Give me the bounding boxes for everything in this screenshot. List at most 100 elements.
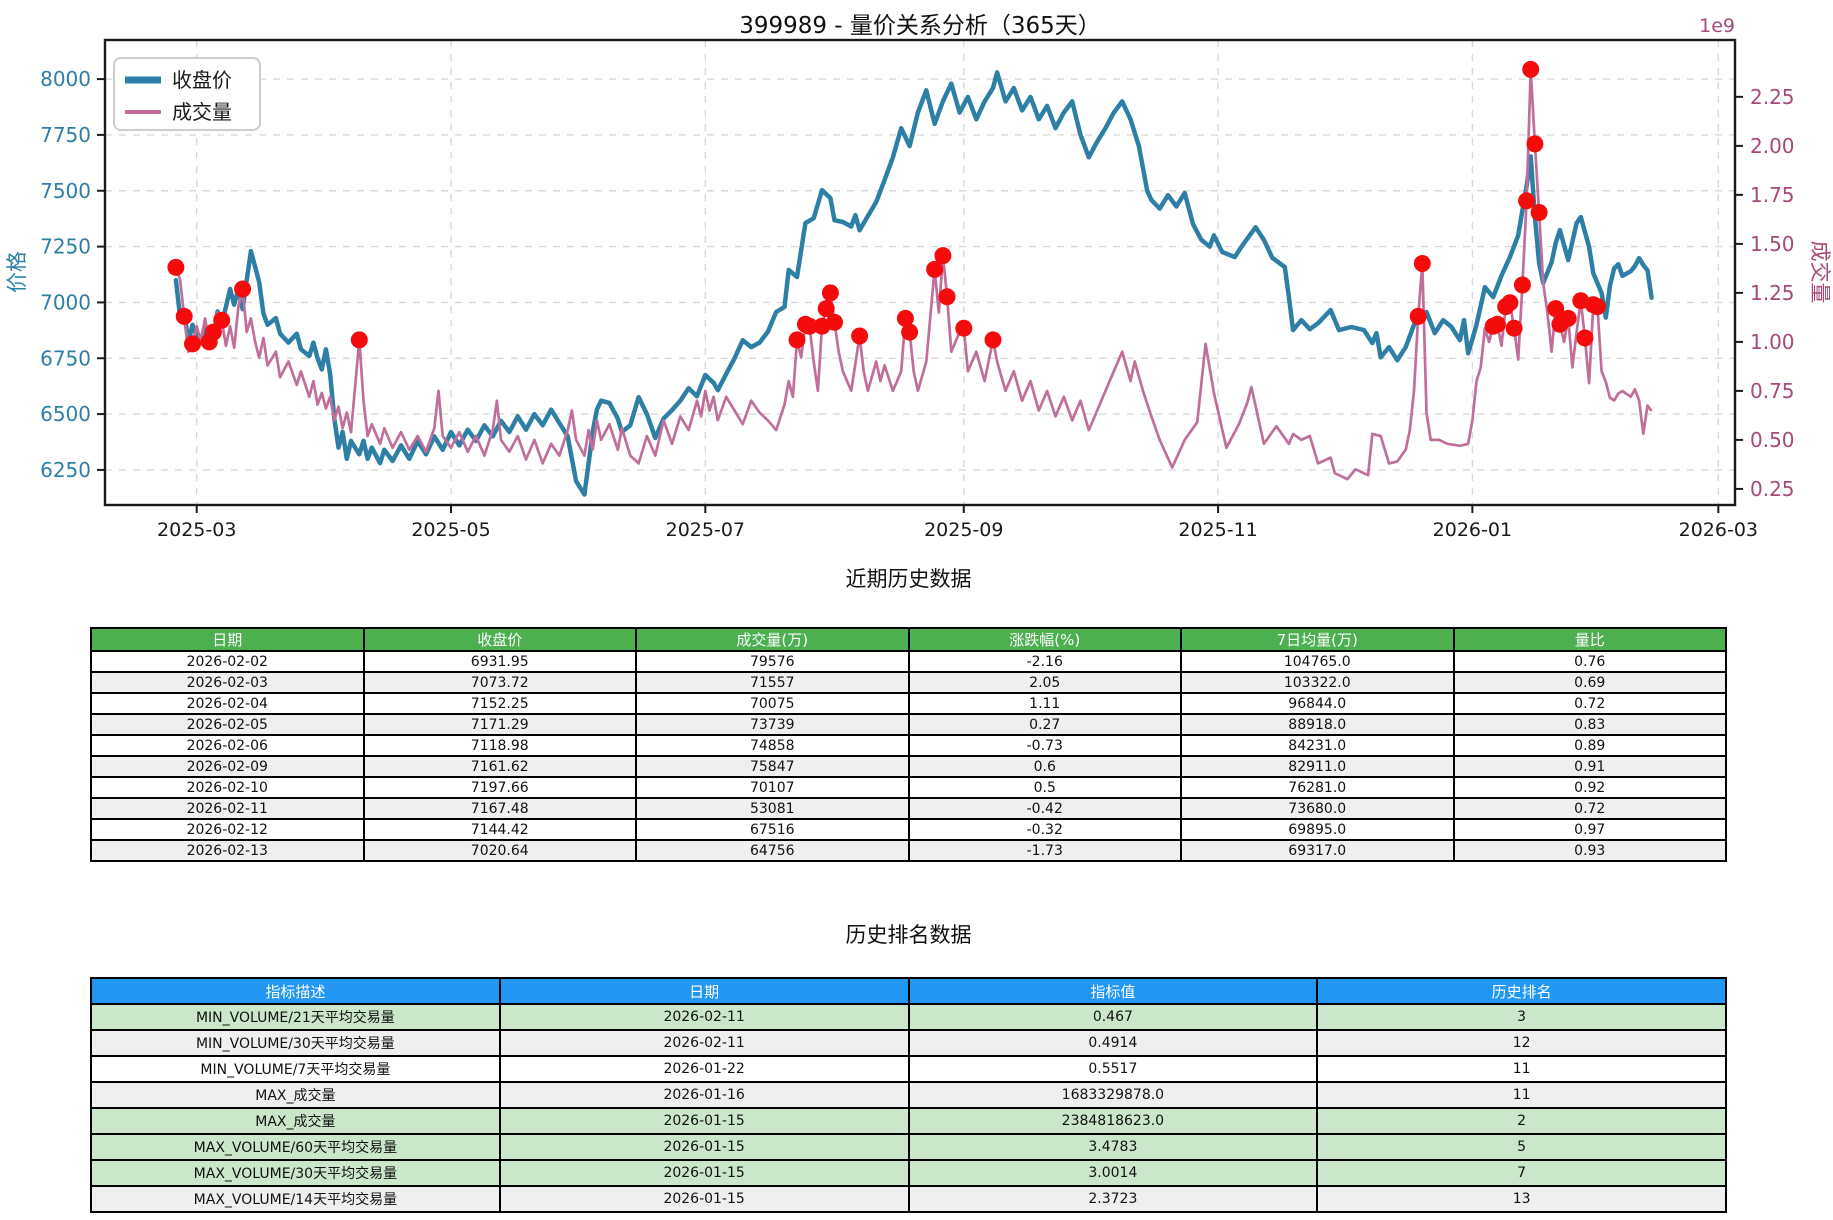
table-cell: 7 bbox=[1316, 1159, 1727, 1187]
table-cell: 53081 bbox=[635, 797, 910, 820]
table-cell: 2026-02-11 bbox=[90, 797, 365, 820]
table-cell: 0.5 bbox=[907, 776, 1182, 799]
highlight-dot bbox=[851, 327, 869, 345]
table-cell: 3 bbox=[1316, 1003, 1727, 1031]
table-cell: 2026-02-09 bbox=[90, 755, 365, 778]
table-cell: 88918.0 bbox=[1180, 713, 1455, 736]
right-tick-label: 1.50 bbox=[1750, 232, 1795, 256]
column-header: 日期 bbox=[90, 627, 365, 652]
left-tick-label: 6250 bbox=[40, 458, 91, 482]
table-cell: 70075 bbox=[635, 692, 910, 715]
right-tick-label: 1.25 bbox=[1750, 281, 1795, 305]
highlight-dot bbox=[826, 313, 843, 331]
highlight-dot bbox=[801, 317, 818, 335]
highlight-dot bbox=[184, 335, 201, 353]
table-cell: 2026-01-15 bbox=[498, 1107, 910, 1135]
table-row: 2026-02-11 7167.48 53081 -0.42 73680.0 0.72 bbox=[90, 797, 1727, 820]
table-row: 2026-02-09 7161.62 75847 0.6 82911.0 0.91 bbox=[90, 755, 1727, 778]
table-row: MAX_VOLUME/14天平均交易量 2026-01-15 2.3723 13 bbox=[90, 1185, 1727, 1213]
table-cell: 0.89 bbox=[1452, 734, 1727, 757]
table-cell: 2 bbox=[1316, 1107, 1727, 1135]
x-tick-label: 2026-01 bbox=[1433, 519, 1512, 541]
table-cell: 0.27 bbox=[907, 713, 1182, 736]
highlight-dot bbox=[1518, 192, 1536, 210]
table-row: MIN_VOLUME/30天平均交易量 2026-02-11 0.4914 12 bbox=[90, 1029, 1727, 1057]
table-cell: MAX_VOLUME/14天平均交易量 bbox=[90, 1185, 501, 1213]
table-cell: 2026-02-13 bbox=[90, 839, 365, 862]
volume-line bbox=[174, 68, 1653, 481]
column-header: 量比 bbox=[1452, 627, 1727, 652]
right-tick-label: 1.00 bbox=[1750, 330, 1795, 354]
highlight-dot bbox=[821, 284, 839, 302]
table-cell: 5 bbox=[1316, 1133, 1727, 1161]
table-cell: 2026-02-04 bbox=[90, 692, 365, 715]
legend-price-label: 收盘价 bbox=[172, 68, 232, 92]
right-tick-label: 2.25 bbox=[1750, 85, 1795, 109]
table-cell: 2026-01-22 bbox=[498, 1055, 910, 1083]
table-cell: 2.3723 bbox=[907, 1185, 1319, 1213]
table-cell: 2026-01-15 bbox=[498, 1185, 910, 1213]
x-tick-label: 2025-03 bbox=[157, 519, 236, 541]
highlight-dot bbox=[1547, 300, 1565, 318]
table-cell: 79576 bbox=[635, 650, 910, 673]
table-cell: 3.0014 bbox=[907, 1159, 1319, 1187]
table-cell: 7171.29 bbox=[362, 713, 637, 736]
table-cell: MIN_VOLUME/7天平均交易量 bbox=[90, 1055, 501, 1083]
price-volume-chart: 6250 6500 6750 7000 7250 7500 7750 8000 0.25 0.50… bbox=[5, 13, 1832, 541]
table-header-row: 指标描述 日期 指标值 历史排名 bbox=[90, 977, 1727, 1005]
highlight-dot bbox=[1409, 307, 1427, 325]
column-header: 7日均量(万) bbox=[1180, 627, 1455, 652]
table-cell: -0.73 bbox=[907, 734, 1182, 757]
table-cell: 7073.72 bbox=[362, 671, 637, 694]
left-tick-label: 7750 bbox=[40, 123, 91, 147]
table-cell: 0.467 bbox=[907, 1003, 1319, 1031]
table-cell: 96844.0 bbox=[1180, 692, 1455, 715]
highlight-dot bbox=[955, 319, 973, 337]
highlight-dot bbox=[934, 247, 952, 265]
left-tick-label: 7250 bbox=[40, 235, 91, 259]
table-header-row: 日期 收盘价 成交量(万) 涨跌幅(%) 7日均量(万) 量比 bbox=[90, 627, 1727, 652]
column-header: 日期 bbox=[498, 977, 910, 1005]
table-cell: 0.91 bbox=[1452, 755, 1727, 778]
table-row: MAX_VOLUME/60天平均交易量 2026-01-15 3.4783 5 bbox=[90, 1133, 1727, 1161]
table-row: 2026-02-05 7171.29 73739 0.27 88918.0 0.83 bbox=[90, 713, 1727, 736]
table-cell: 64756 bbox=[635, 839, 910, 862]
table-cell: 11 bbox=[1316, 1081, 1727, 1109]
table-cell: 7161.62 bbox=[362, 755, 637, 778]
table-cell: 2384818623.0 bbox=[907, 1107, 1319, 1135]
table-row: MIN_VOLUME/21天平均交易量 2026-02-11 0.467 3 bbox=[90, 1003, 1727, 1031]
table-cell: 2026-01-16 bbox=[498, 1081, 910, 1109]
column-header: 收盘价 bbox=[362, 627, 637, 652]
table-cell: 2026-02-11 bbox=[498, 1029, 910, 1057]
table-cell: 2026-02-10 bbox=[90, 776, 365, 799]
table-cell: 11 bbox=[1316, 1055, 1727, 1083]
table-row: 2026-02-12 7144.42 67516 -0.32 69895.0 0.97 bbox=[90, 818, 1727, 841]
column-header: 指标描述 bbox=[90, 977, 501, 1005]
x-tick-label: 2025-05 bbox=[411, 519, 490, 541]
volume-axis-label: 成交量 bbox=[1808, 241, 1832, 304]
table-cell: 0.69 bbox=[1452, 671, 1727, 694]
table-cell: 0.4914 bbox=[907, 1029, 1319, 1057]
table-cell: 0.93 bbox=[1452, 839, 1727, 862]
highlight-dot bbox=[1530, 204, 1548, 221]
legend-volume-label: 成交量 bbox=[172, 100, 232, 124]
left-tick-label: 8000 bbox=[40, 67, 91, 91]
table-cell: MIN_VOLUME/30天平均交易量 bbox=[90, 1029, 501, 1057]
table-cell: 71557 bbox=[635, 671, 910, 694]
table-cell: 67516 bbox=[635, 818, 910, 841]
table-cell: 69317.0 bbox=[1180, 839, 1455, 862]
plot-border bbox=[103, 38, 1737, 507]
table-cell: 6931.95 bbox=[362, 650, 637, 673]
table-cell: -0.42 bbox=[907, 797, 1182, 820]
x-tick-label: 2025-09 bbox=[924, 519, 1003, 541]
table-cell: 2026-02-06 bbox=[90, 734, 365, 757]
table-cell: -0.32 bbox=[907, 818, 1182, 841]
left-tick-label: 6750 bbox=[40, 346, 91, 370]
price-axis-label: 价格 bbox=[5, 251, 29, 293]
highlight-dot bbox=[167, 258, 185, 276]
price-line bbox=[173, 70, 1654, 497]
highlight-dot bbox=[175, 307, 193, 325]
column-header: 指标值 bbox=[907, 977, 1319, 1005]
table-cell: 0.6 bbox=[907, 755, 1182, 778]
column-header: 涨跌幅(%) bbox=[907, 627, 1182, 652]
